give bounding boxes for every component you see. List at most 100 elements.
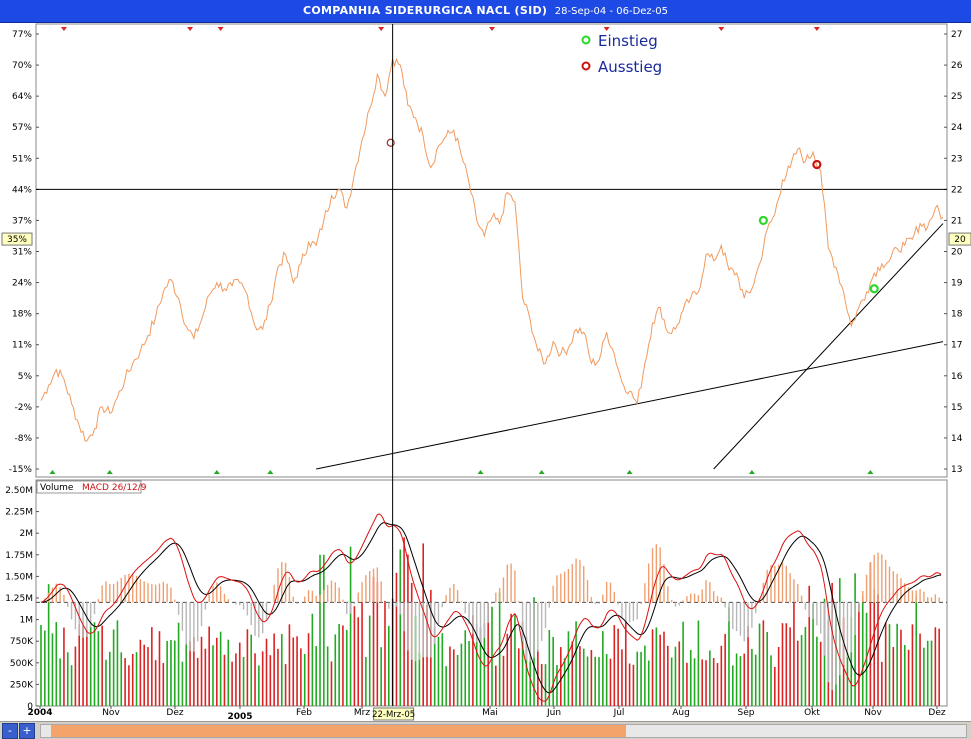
macd-histogram-bar: [537, 602, 538, 652]
volume-bar: [197, 658, 199, 706]
macd-histogram-bar: [159, 583, 160, 602]
macd-indicator-label: MACD 26/12/9: [82, 483, 147, 493]
macd-histogram-bar: [461, 601, 462, 602]
left-axis-tick: -15%: [9, 465, 33, 475]
volume-bar: [579, 646, 581, 706]
volume-bar: [147, 647, 149, 706]
left-axis-tick: 44%: [12, 185, 32, 195]
macd-histogram-bar: [411, 602, 412, 659]
macd-histogram-bar: [350, 602, 351, 613]
volume-bar: [384, 601, 386, 706]
macd-histogram-bar: [594, 602, 595, 604]
volume-bar: [132, 654, 134, 706]
volume-bar: [461, 644, 463, 706]
macd-histogram-bar: [480, 602, 481, 642]
volume-bar: [396, 573, 398, 706]
left-axis-tick: 77%: [12, 30, 32, 40]
macd-histogram-bar: [262, 602, 263, 633]
volume-bar: [399, 550, 401, 706]
macd-histogram-bar: [331, 581, 332, 603]
macd-histogram-bar: [541, 602, 542, 641]
volume-bar: [453, 649, 455, 706]
volume-bar: [315, 646, 317, 706]
macd-histogram-bar: [170, 588, 171, 603]
macd-histogram-bar: [285, 563, 286, 603]
volume-bar: [858, 604, 860, 706]
macd-histogram-bar: [327, 585, 328, 602]
volume-bar: [235, 653, 237, 706]
macd-histogram-bar: [354, 602, 355, 604]
macd-histogram-bar: [732, 602, 733, 629]
volume-bar: [464, 630, 466, 706]
right-axis-tick: 15: [951, 403, 962, 413]
macd-histogram-bar: [579, 560, 580, 602]
macd-histogram-bar: [224, 594, 225, 602]
chart-title-bar: COMPANHIA SIDERURGICA NACL (SID) 28-Sep-…: [0, 0, 971, 23]
macd-histogram-bar: [239, 602, 240, 605]
volume-bar: [678, 641, 680, 706]
volume-bar: [743, 654, 745, 706]
macd-histogram-bar: [656, 544, 657, 602]
volume-bar: [698, 621, 700, 706]
volume-bar: [346, 630, 348, 706]
macd-histogram-bar: [407, 602, 408, 650]
macd-histogram-bar: [101, 585, 102, 602]
macd-histogram-bar: [793, 579, 794, 602]
volume-bar: [552, 637, 554, 706]
volume-bar: [885, 623, 887, 706]
macd-histogram-bar: [782, 562, 783, 602]
time-axis-label: Jul: [613, 708, 625, 718]
volume-bar: [247, 629, 249, 706]
volume-bar: [629, 664, 631, 706]
volume-bar: [900, 630, 902, 706]
macd-histogram-bar: [552, 586, 553, 603]
scroll-track[interactable]: [40, 724, 967, 738]
zoom-in-button[interactable]: +: [19, 723, 35, 739]
chart-scrollbar[interactable]: - +: [0, 721, 971, 739]
volume-bar: [648, 661, 650, 706]
legend-exit-label: Ausstieg: [598, 58, 662, 76]
volume-bar: [636, 652, 638, 706]
macd-histogram-bar: [789, 573, 790, 602]
macd-histogram-bar: [373, 569, 374, 603]
volume-axis-tick: 750K: [10, 637, 34, 647]
macd-histogram-bar: [637, 602, 638, 619]
macd-histogram-bar: [457, 590, 458, 602]
macd-histogram-bar: [163, 582, 164, 602]
volume-bar: [78, 624, 80, 706]
macd-histogram-bar: [713, 591, 714, 602]
macd-histogram-bar: [751, 602, 752, 627]
macd-histogram-bar: [679, 602, 680, 605]
macd-histogram-bar: [82, 602, 83, 637]
volume-bar: [380, 647, 382, 706]
macd-histogram-bar: [625, 602, 626, 622]
macd-histogram-bar: [812, 602, 813, 619]
macd-histogram-bar: [361, 582, 362, 602]
stock-chart[interactable]: 77%2770%2664%2557%2451%2344%2237%2131%20…: [0, 22, 971, 721]
macd-histogram-bar: [166, 584, 167, 603]
macd-histogram-bar: [514, 570, 515, 602]
macd-histogram-bar: [797, 584, 798, 602]
scroll-thumb[interactable]: [51, 725, 626, 737]
macd-histogram-bar: [323, 590, 324, 602]
macd-histogram-bar: [277, 568, 278, 602]
macd-histogram-bar: [820, 602, 821, 633]
volume-bar: [774, 667, 776, 706]
macd-histogram-bar: [201, 602, 202, 626]
volume-bar: [797, 641, 799, 706]
volume-axis-tick: 500K: [10, 659, 34, 669]
macd-histogram-bar: [388, 602, 389, 608]
right-axis-tick: 13: [951, 465, 962, 475]
volume-bar: [594, 657, 596, 706]
volume-bar: [270, 655, 272, 706]
legend-entry-label: Einstieg: [598, 32, 658, 50]
macd-histogram-bar: [927, 597, 928, 602]
macd-histogram-bar: [912, 590, 913, 602]
macd-histogram-bar: [105, 581, 106, 602]
left-axis-tick: -8%: [14, 434, 32, 444]
volume-bar: [510, 614, 512, 706]
macd-histogram-bar: [499, 588, 500, 602]
macd-histogram-bar: [805, 602, 806, 610]
zoom-out-button[interactable]: -: [2, 723, 18, 739]
volume-bar: [71, 665, 73, 706]
